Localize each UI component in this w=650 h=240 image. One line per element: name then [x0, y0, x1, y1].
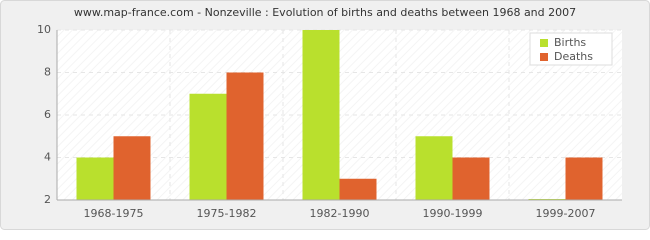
- bar: [415, 136, 453, 200]
- bar: [339, 178, 377, 200]
- bar: [226, 72, 264, 200]
- legend-swatch: [540, 53, 548, 61]
- legend-box: [529, 32, 613, 66]
- x-tick-label: 1975-1982: [197, 207, 257, 220]
- bar: [302, 30, 340, 200]
- x-tick-label: 1968-1975: [84, 207, 144, 220]
- y-tick-label: 4: [44, 151, 51, 164]
- legend-label: Births: [554, 36, 586, 49]
- bar: [565, 157, 603, 200]
- chart: www.map-france.com - Nonzeville : Evolut…: [0, 0, 650, 230]
- legend-swatch: [540, 39, 548, 47]
- y-tick-label: 10: [37, 23, 51, 36]
- bar: [189, 93, 227, 200]
- x-tick-label: 1999-2007: [536, 207, 596, 220]
- bar: [76, 157, 114, 200]
- chart-title: www.map-france.com - Nonzeville : Evolut…: [74, 6, 576, 19]
- legend-label: Deaths: [554, 50, 593, 63]
- bar: [113, 136, 151, 200]
- x-tick-label: 1982-1990: [310, 207, 370, 220]
- y-tick-label: 6: [44, 108, 51, 121]
- y-tick-label: 8: [44, 66, 51, 79]
- page: www.map-france.com - Nonzeville : Evolut…: [0, 0, 650, 230]
- bar: [452, 157, 490, 200]
- y-tick-label: 2: [44, 193, 51, 206]
- x-tick-label: 1990-1999: [423, 207, 483, 220]
